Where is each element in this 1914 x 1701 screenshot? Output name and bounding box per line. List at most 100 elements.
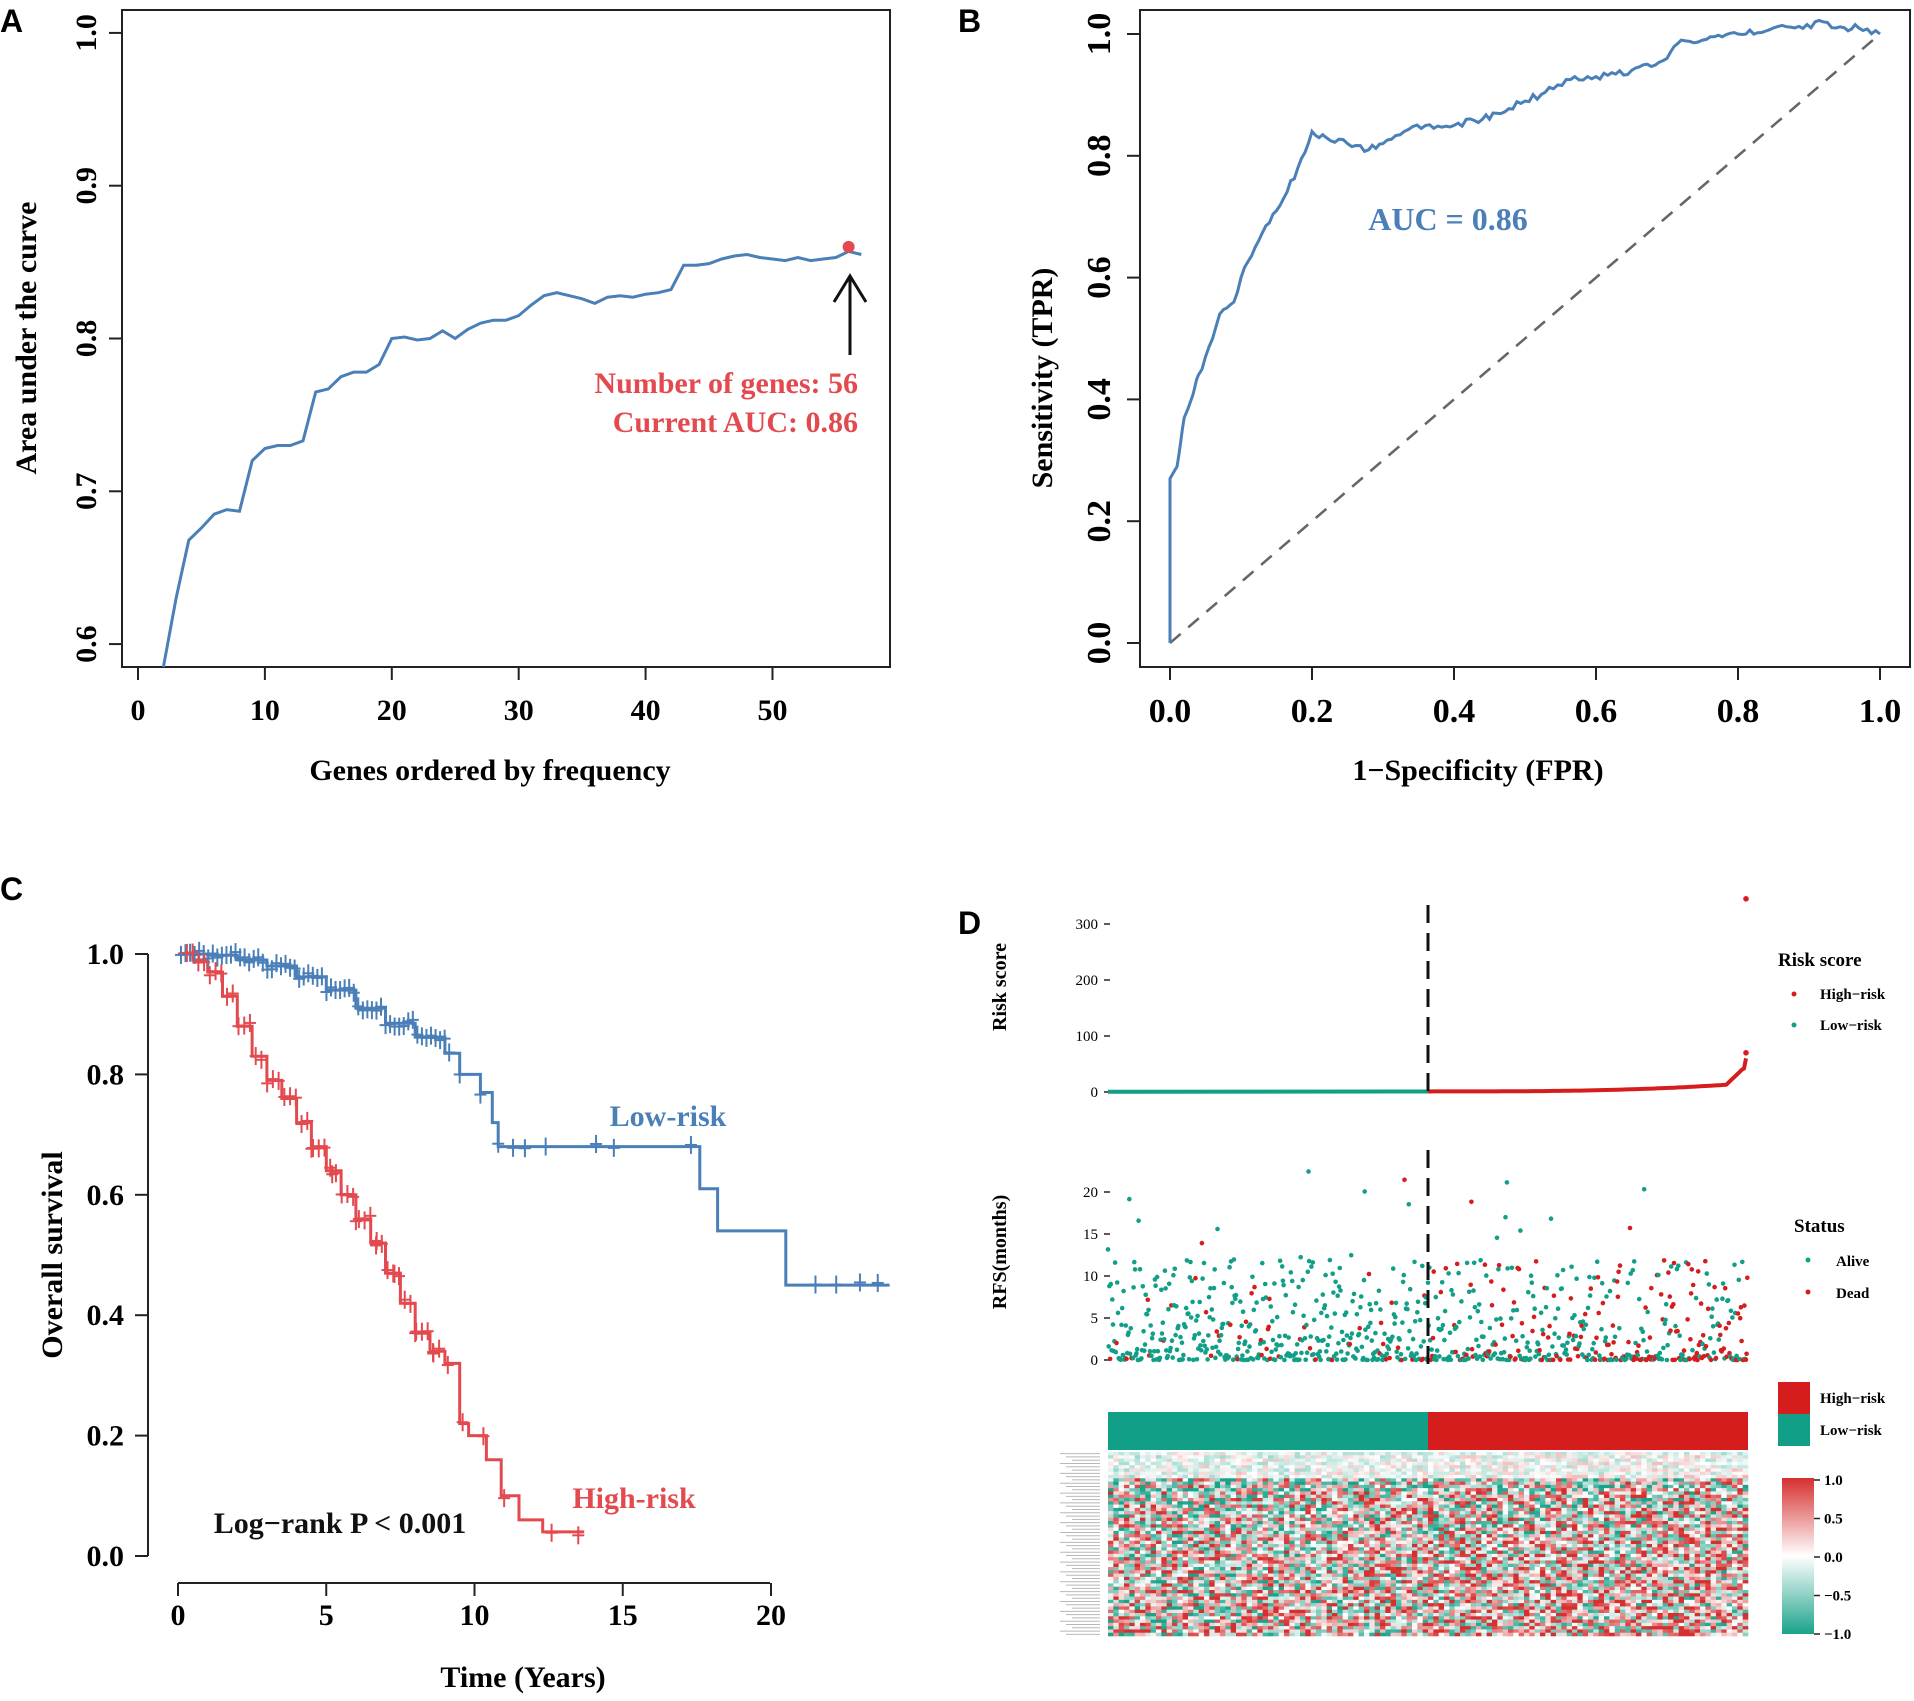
heatmap-cell [1364, 1458, 1370, 1463]
status-dot-alive [1376, 1288, 1382, 1294]
heatmap-cell [1534, 1517, 1541, 1522]
heatmap-cell [1694, 1517, 1701, 1522]
heatmap-cell [1156, 1452, 1162, 1456]
heatmap-cell [1705, 1504, 1711, 1509]
heatmap-cell [1246, 1504, 1253, 1509]
heatmap-cell [1502, 1491, 1509, 1496]
panel-c-x-label: Time (Years) [440, 1661, 605, 1694]
heatmap-cell [1513, 1458, 1519, 1463]
heatmap-cell [1588, 1534, 1594, 1538]
status-dot-alive [1656, 1272, 1661, 1278]
heatmap-cell [1742, 1527, 1749, 1532]
status-dot-dead [1540, 1331, 1546, 1337]
heatmap-cell [1156, 1498, 1162, 1502]
heatmap-cell [1337, 1461, 1343, 1466]
heatmap-cell [1214, 1550, 1221, 1555]
heatmap-cell [1566, 1458, 1573, 1463]
heatmap-cell [1636, 1468, 1642, 1473]
heatmap-cell [1241, 1461, 1247, 1466]
heatmap-cell [1204, 1455, 1210, 1459]
heatmap-cell [1166, 1452, 1173, 1456]
status-dot-alive [1324, 1313, 1330, 1319]
heatmap-cell [1577, 1527, 1583, 1532]
status-dot-alive [1119, 1305, 1125, 1311]
heatmap-cell [1492, 1547, 1498, 1551]
heatmap-cell [1668, 1521, 1674, 1525]
heatmap-cell [1262, 1498, 1269, 1502]
heatmap-cell [1406, 1491, 1413, 1496]
panel-d-risk-outliers [1743, 896, 1749, 1056]
heatmap-cell [1156, 1534, 1162, 1538]
heatmap-cell [1380, 1501, 1386, 1505]
status-dot-alive [1270, 1318, 1275, 1324]
heatmap-cell [1438, 1537, 1445, 1542]
heatmap-cell [1321, 1507, 1327, 1512]
heatmap-cell [1326, 1540, 1333, 1545]
heatmap-cell [1188, 1504, 1194, 1509]
heatmap-cell [1193, 1530, 1199, 1535]
status-dot-alive [1509, 1265, 1515, 1271]
heatmap-cell [1716, 1530, 1722, 1535]
status-dot-alive [1162, 1268, 1168, 1273]
status-dot-alive [1455, 1353, 1461, 1359]
heatmap-cell [1476, 1488, 1482, 1492]
panel-a-x-axis: 0 10 20 30 40 50 [131, 667, 787, 727]
heatmap-cell [1177, 1534, 1183, 1538]
heatmap-cell [1508, 1498, 1514, 1502]
heatmap-cell [1518, 1498, 1525, 1502]
heatmap-cell [1668, 1511, 1674, 1515]
heatmap-cell [1268, 1501, 1274, 1505]
heatmap-cell [1641, 1458, 1647, 1463]
heatmap-cell [1161, 1521, 1167, 1525]
heatmap-cell [1529, 1484, 1535, 1489]
heatmap-cell [1529, 1521, 1535, 1525]
heatmap-cell [1668, 1537, 1674, 1542]
heatmap-cell [1140, 1468, 1146, 1473]
status-dot-dead [1453, 1349, 1458, 1355]
heatmap-cell [1129, 1501, 1135, 1505]
heatmap-cell [1678, 1478, 1685, 1482]
status-dot-alive [1513, 1338, 1519, 1344]
heatmap-cell [1412, 1527, 1418, 1532]
heatmap-cell [1412, 1461, 1418, 1466]
heatmap-cell [1225, 1511, 1231, 1515]
heatmap-cell [1156, 1488, 1162, 1492]
heatmap-cell [1364, 1547, 1370, 1551]
heatmap-cell [1524, 1527, 1530, 1532]
heatmap-cell [1438, 1524, 1445, 1528]
heatmap-cell [1124, 1524, 1130, 1528]
heatmap-cell [1390, 1478, 1397, 1482]
heatmap-cell [1428, 1478, 1434, 1482]
heatmap-cell [1193, 1550, 1199, 1555]
heatmap-cell [1108, 1452, 1114, 1456]
heatmap-cell [1636, 1478, 1642, 1482]
status-dot-alive [1386, 1346, 1392, 1352]
heatmap-cell [1326, 1475, 1333, 1479]
heatmap-cell [1150, 1452, 1157, 1456]
heatmap-cell [1582, 1537, 1589, 1542]
heatmap-cell [1300, 1452, 1306, 1456]
heatmap-cell [1113, 1524, 1119, 1528]
heatmap-cell [1684, 1498, 1690, 1502]
heatmap-cell [1593, 1540, 1599, 1545]
status-dot-dead [1264, 1346, 1269, 1352]
heatmap-cell [1678, 1458, 1685, 1463]
heatmap-cell [1614, 1498, 1621, 1502]
heatmap-cell [1668, 1507, 1674, 1512]
heatmap-cell [1486, 1514, 1493, 1519]
heatmap-cell [1150, 1550, 1157, 1555]
heatmap-cell [1310, 1452, 1317, 1456]
heatmap-cell [1476, 1501, 1482, 1505]
heatmap-cell [1204, 1475, 1210, 1479]
heatmap-cell [1321, 1540, 1327, 1545]
heatmap-cell [1214, 1481, 1221, 1486]
heatmap-cell [1257, 1484, 1263, 1489]
heatmap-cell [1305, 1471, 1311, 1476]
heatmap-cell [1454, 1465, 1461, 1469]
heatmap-cell [1636, 1491, 1642, 1496]
heatmap-cell [1582, 1498, 1589, 1502]
heatmap-cell [1497, 1452, 1503, 1456]
heatmap-cell [1444, 1475, 1450, 1479]
heatmap-cell [1220, 1455, 1226, 1459]
